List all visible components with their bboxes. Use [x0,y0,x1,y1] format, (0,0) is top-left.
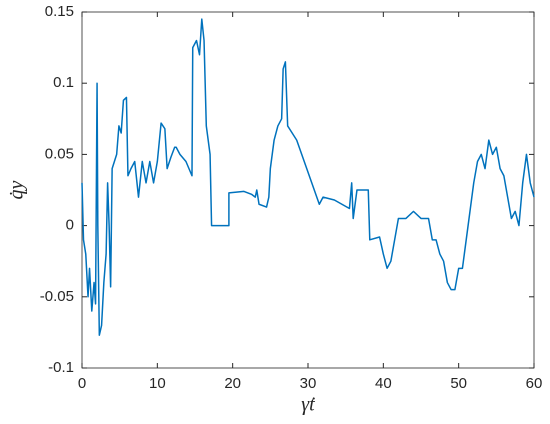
x-tick-label: 40 [375,375,392,392]
y-tick-label: -0.05 [40,288,74,305]
x-tick-label: 10 [149,375,166,392]
x-tick-label: 60 [526,375,543,392]
data-line [81,18,535,336]
x-tick-label: 0 [78,375,86,392]
x-tick-label: 30 [300,375,317,392]
x-tick-label: 50 [450,375,467,392]
x-tick-label: 20 [224,375,241,392]
x-axis-label: γ̇t [301,394,315,416]
y-tick-label: -0.1 [48,359,74,376]
y-tick-label: 0.05 [45,145,74,162]
y-tick-label: 0.1 [53,74,74,91]
plot-area [81,11,535,369]
y-tick-label: 0 [66,217,74,234]
y-axis-label: q̇y [6,180,28,199]
y-tick-label: 0.15 [45,3,74,20]
